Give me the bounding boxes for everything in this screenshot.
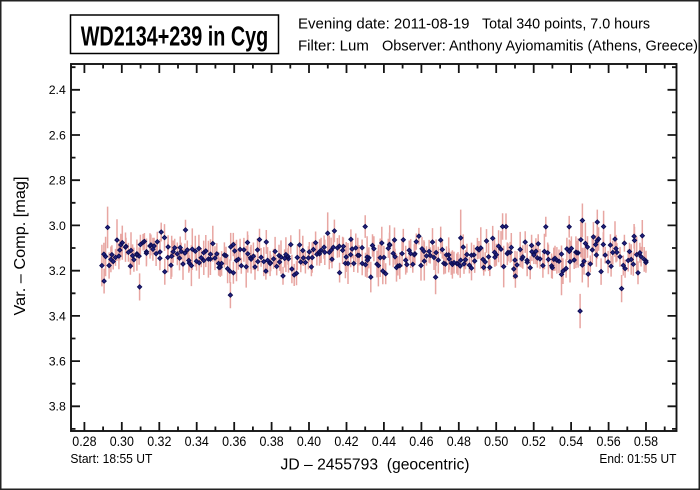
svg-text:0.52: 0.52 [522,433,546,449]
svg-text:0.48: 0.48 [447,433,471,449]
svg-text:0.46: 0.46 [409,433,433,449]
svg-text:Filter: Lum: Filter: Lum [298,38,369,55]
svg-text:0.36: 0.36 [222,433,246,449]
svg-text:0.34: 0.34 [185,433,209,449]
svg-text:WD2134+239 in Cyg: WD2134+239 in Cyg [81,21,269,52]
svg-text:Observer: Anthony Ayiomamitis: Observer: Anthony Ayiomamitis (Athens, G… [382,38,698,55]
svg-text:0.56: 0.56 [597,433,621,449]
svg-text:Total 340 points, 7.0 hours: Total 340 points, 7.0 hours [482,16,650,33]
svg-text:0.32: 0.32 [147,433,171,449]
svg-text:0.44: 0.44 [372,433,396,449]
svg-text:3.2: 3.2 [49,264,66,278]
svg-text:0.28: 0.28 [72,433,96,449]
svg-text:3.6: 3.6 [49,355,66,369]
svg-text:0.30: 0.30 [110,433,134,449]
svg-text:0.54: 0.54 [559,433,583,449]
svg-text:2.8: 2.8 [49,174,66,188]
svg-text:Start: 18:55 UT: Start: 18:55 UT [70,451,152,466]
svg-text:Evening date: 2011-08-19: Evening date: 2011-08-19 [298,16,470,33]
svg-text:0.38: 0.38 [260,433,284,449]
svg-text:0.58: 0.58 [634,433,658,449]
svg-text:0.42: 0.42 [334,433,358,449]
svg-text:0.50: 0.50 [484,433,508,449]
svg-text:Var. – Comp. [mag]: Var. – Comp. [mag] [12,177,29,316]
svg-text:3.8: 3.8 [49,400,66,414]
svg-text:0.40: 0.40 [297,433,321,449]
svg-text:JD – 2455793 (geocentric): JD – 2455793 (geocentric) [281,456,470,473]
svg-text:2.6: 2.6 [49,128,66,142]
svg-text:2.4: 2.4 [49,83,66,97]
svg-text:3.0: 3.0 [49,219,66,233]
svg-text:End: 01:55 UT: End: 01:55 UT [599,451,676,466]
svg-text:3.4: 3.4 [49,309,66,323]
